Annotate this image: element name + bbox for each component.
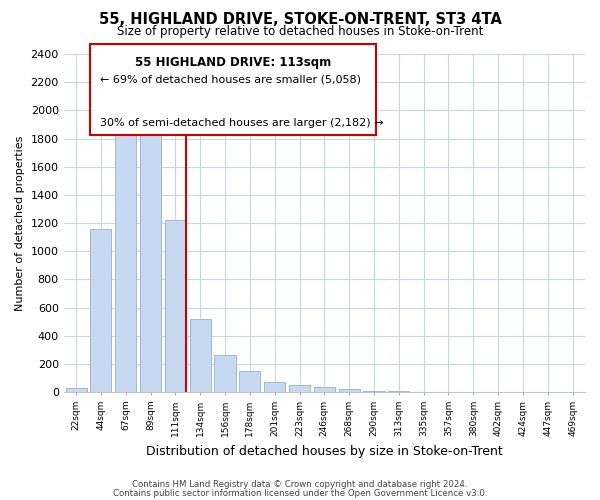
Y-axis label: Number of detached properties: Number of detached properties xyxy=(15,136,25,311)
Bar xyxy=(214,355,236,392)
FancyBboxPatch shape xyxy=(90,44,376,135)
Bar xyxy=(364,390,385,392)
Text: Contains HM Land Registry data © Crown copyright and database right 2024.: Contains HM Land Registry data © Crown c… xyxy=(132,480,468,489)
Bar xyxy=(314,386,335,392)
Bar xyxy=(190,319,211,392)
Bar xyxy=(289,385,310,392)
Bar xyxy=(239,372,260,392)
Text: ← 69% of detached houses are smaller (5,058): ← 69% of detached houses are smaller (5,… xyxy=(100,74,361,85)
Bar xyxy=(338,390,360,392)
Text: 55, HIGHLAND DRIVE, STOKE-ON-TRENT, ST3 4TA: 55, HIGHLAND DRIVE, STOKE-ON-TRENT, ST3 … xyxy=(98,12,502,28)
Text: Contains public sector information licensed under the Open Government Licence v3: Contains public sector information licen… xyxy=(113,489,487,498)
Bar xyxy=(165,220,186,392)
Bar xyxy=(140,133,161,392)
Bar xyxy=(264,382,285,392)
Text: 55 HIGHLAND DRIVE: 113sqm: 55 HIGHLAND DRIVE: 113sqm xyxy=(135,56,331,68)
Bar xyxy=(91,230,112,392)
Text: Size of property relative to detached houses in Stoke-on-Trent: Size of property relative to detached ho… xyxy=(117,25,483,38)
Bar xyxy=(115,118,136,392)
X-axis label: Distribution of detached houses by size in Stoke-on-Trent: Distribution of detached houses by size … xyxy=(146,444,503,458)
Text: 30% of semi-detached houses are larger (2,182) →: 30% of semi-detached houses are larger (… xyxy=(100,118,383,128)
Bar xyxy=(65,388,86,392)
